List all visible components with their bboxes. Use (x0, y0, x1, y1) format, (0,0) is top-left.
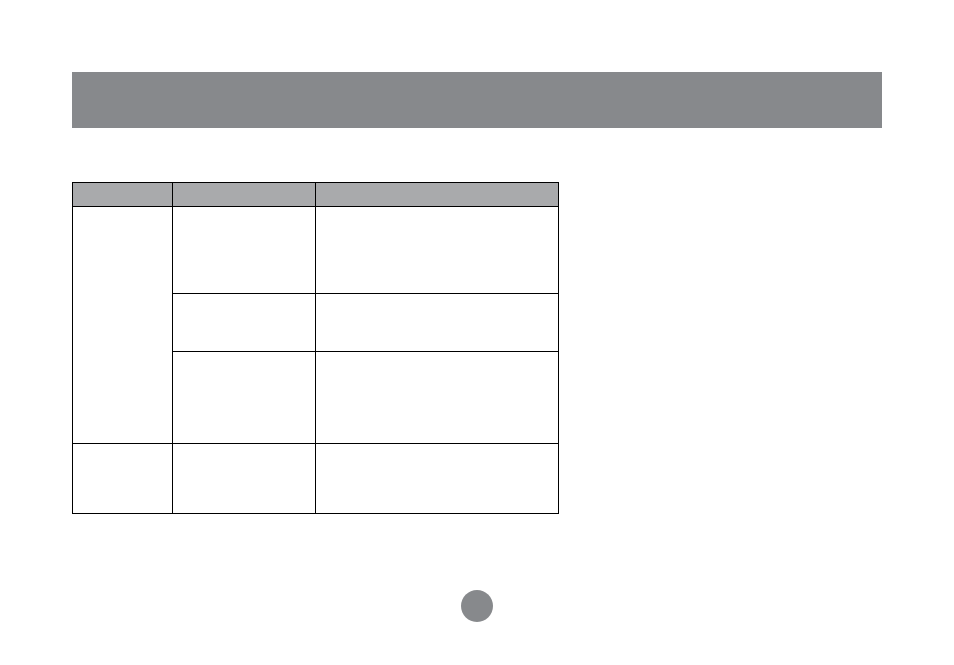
table-cell (316, 444, 559, 514)
table-header-row (73, 183, 559, 207)
table-cell (173, 207, 316, 294)
table-row (73, 444, 559, 514)
table-cell (316, 294, 559, 352)
table-cell (173, 352, 316, 444)
table-cell (173, 444, 316, 514)
data-table-container (72, 182, 559, 514)
table-header-cell (316, 183, 559, 207)
page-number-indicator (461, 590, 493, 622)
data-table (72, 182, 559, 514)
document-page (0, 0, 954, 665)
table-cell (316, 352, 559, 444)
table-row (73, 207, 559, 294)
table-header-cell (173, 183, 316, 207)
table-cell (173, 294, 316, 352)
table-cell (73, 444, 173, 514)
table-cell (73, 207, 173, 444)
table-cell (316, 207, 559, 294)
table-header-cell (73, 183, 173, 207)
section-title-bar (72, 72, 882, 128)
